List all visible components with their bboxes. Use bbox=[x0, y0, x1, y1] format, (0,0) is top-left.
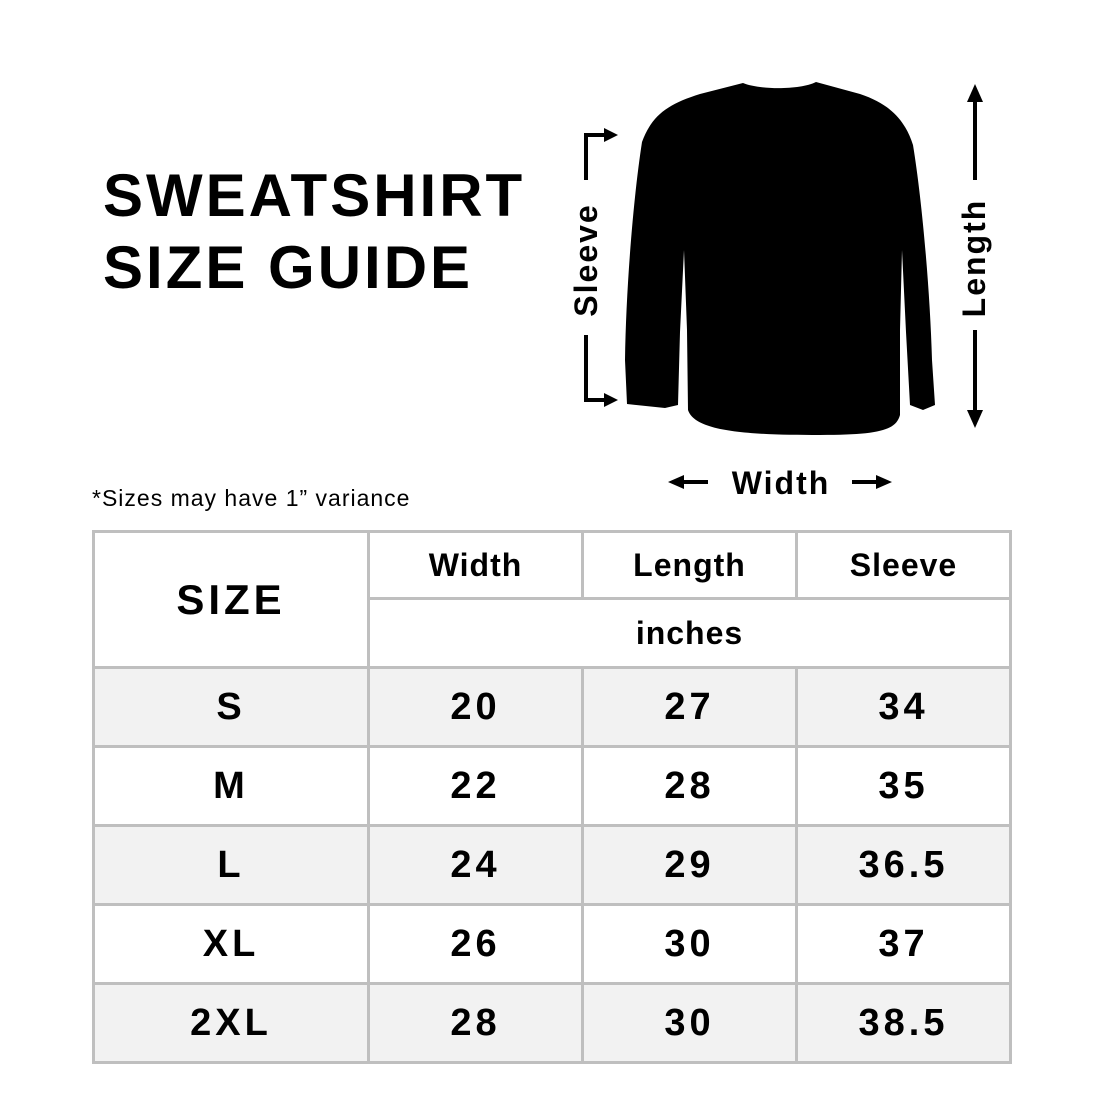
size-table: SIZE Width Length Sleeve inches S 20 27 … bbox=[92, 530, 1012, 1064]
length-label: Length bbox=[956, 199, 992, 318]
sleeve-header: Sleeve bbox=[795, 530, 1012, 600]
table-row: M 22 28 35 bbox=[92, 745, 1012, 827]
sleeve-label: Sleeve bbox=[568, 203, 604, 316]
sleeve-cell: 34 bbox=[795, 666, 1012, 748]
size-cell: S bbox=[92, 666, 370, 748]
length-arrow-head-top bbox=[967, 84, 983, 102]
sleeve-cell: 35 bbox=[795, 745, 1012, 827]
sleeve-arrow-icon bbox=[584, 133, 605, 402]
table-row: S 20 27 34 bbox=[92, 666, 1012, 748]
sweatshirt-image bbox=[625, 82, 935, 435]
size-cell: M bbox=[92, 745, 370, 827]
page-title: SWEATSHIRT SIZE GUIDE bbox=[103, 160, 525, 304]
width-cell: 20 bbox=[367, 666, 584, 748]
size-cell: L bbox=[92, 824, 370, 906]
size-header: SIZE bbox=[92, 530, 370, 669]
width-label: Width bbox=[732, 465, 831, 501]
size-cell: XL bbox=[92, 903, 370, 985]
sleeve-cell: 36.5 bbox=[795, 824, 1012, 906]
width-arrow-head-left bbox=[668, 475, 684, 489]
sweatshirt-diagram: Sleeve Length Width bbox=[568, 82, 992, 501]
length-cell: 27 bbox=[581, 666, 798, 748]
header-row: SIZE Width Length Sleeve bbox=[92, 530, 1012, 669]
width-cell: 22 bbox=[367, 745, 584, 827]
unit-label: inches bbox=[367, 597, 1012, 669]
table-row: L 24 29 36.5 bbox=[92, 824, 1012, 906]
sleeve-cell: 38.5 bbox=[795, 982, 1012, 1064]
width-arrow-head-right bbox=[876, 475, 892, 489]
table-row: XL 26 30 37 bbox=[92, 903, 1012, 985]
sleeve-arrow-head-top bbox=[604, 128, 618, 142]
unit-row: inches bbox=[94, 597, 1012, 669]
size-cell: 2XL bbox=[92, 982, 370, 1064]
length-header: Length bbox=[581, 530, 798, 600]
title-line-2: SIZE GUIDE bbox=[103, 234, 474, 301]
length-cell: 30 bbox=[581, 982, 798, 1064]
width-cell: 26 bbox=[367, 903, 584, 985]
length-cell: 29 bbox=[581, 824, 798, 906]
title-line-1: SWEATSHIRT bbox=[103, 162, 526, 229]
width-cell: 24 bbox=[367, 824, 584, 906]
sleeve-arrow-head-bottom bbox=[604, 393, 618, 407]
sleeve-cell: 37 bbox=[795, 903, 1012, 985]
width-header: Width bbox=[367, 530, 584, 600]
length-arrow-head-bottom bbox=[967, 410, 983, 428]
variance-note: *Sizes may have 1” variance bbox=[92, 485, 411, 511]
length-cell: 30 bbox=[581, 903, 798, 985]
width-cell: 28 bbox=[367, 982, 584, 1064]
table-row: 2XL 28 30 38.5 bbox=[92, 982, 1012, 1064]
length-cell: 28 bbox=[581, 745, 798, 827]
